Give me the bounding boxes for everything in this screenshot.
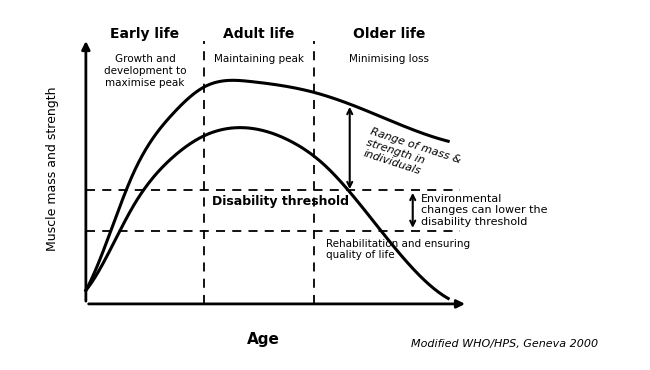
Text: Minimising loss: Minimising loss [349,54,429,64]
Text: Rehabilitation and ensuring
quality of life: Rehabilitation and ensuring quality of l… [326,239,470,260]
Text: Modified WHO/HPS, Geneva 2000: Modified WHO/HPS, Geneva 2000 [411,339,598,349]
Text: Disability threshold: Disability threshold [212,195,349,208]
Text: Muscle mass and strength: Muscle mass and strength [46,86,59,250]
Text: Older life: Older life [353,27,425,41]
Text: Maintaining peak: Maintaining peak [214,54,304,64]
Text: Range of mass &
strength in
individuals: Range of mass & strength in individuals [361,126,462,187]
Text: Growth and
development to
maximise peak: Growth and development to maximise peak [104,54,186,88]
Text: Adult life: Adult life [224,27,295,41]
Text: Environmental
changes can lower the
disability threshold: Environmental changes can lower the disa… [421,194,547,227]
Text: Age: Age [246,332,280,347]
Text: Early life: Early life [111,27,179,41]
